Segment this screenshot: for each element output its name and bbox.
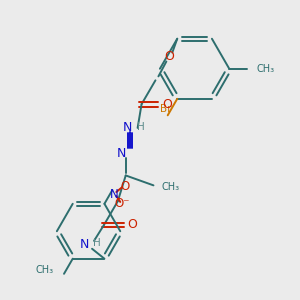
Text: O⁻: O⁻ [115,197,130,210]
Text: N: N [123,122,132,134]
Text: CH₃: CH₃ [161,182,179,192]
Text: N: N [110,188,119,200]
Text: O: O [128,218,138,232]
Text: Br: Br [160,104,172,114]
Text: H: H [137,122,145,132]
Text: O: O [162,98,172,111]
Text: N: N [80,238,89,251]
Text: N: N [117,147,127,160]
Text: CH₃: CH₃ [256,64,274,74]
Text: H: H [93,238,101,248]
Text: O: O [164,50,174,63]
Text: CH₃: CH₃ [36,265,54,275]
Text: O: O [121,180,130,193]
